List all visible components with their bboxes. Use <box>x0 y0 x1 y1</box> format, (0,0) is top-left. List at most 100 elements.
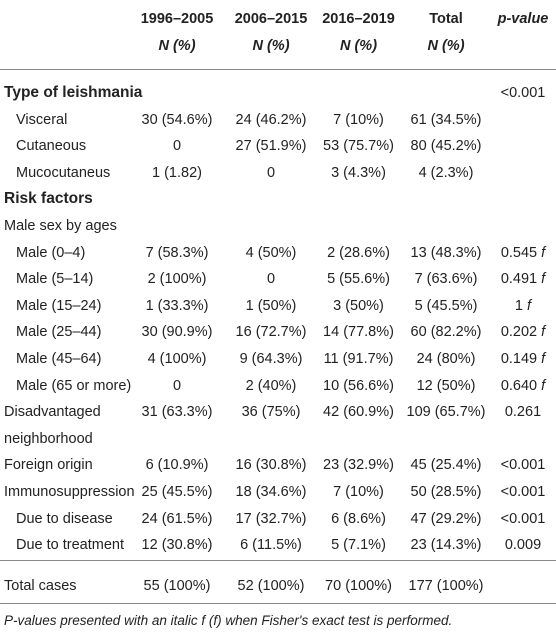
row-label: Male (65 or more) <box>16 377 132 394</box>
fisher-marker: f <box>541 244 546 261</box>
cell-4: 61 (34.5%) <box>410 111 482 128</box>
fisher-marker: f <box>541 324 546 341</box>
table-row: Visceral 30 (54.6%) 24 (46.2%) 7 (10%) 61 (3… <box>0 107 556 133</box>
row-label: Disadvantaged <box>4 404 101 421</box>
cell-2: 0 <box>266 164 276 181</box>
table-row: Due to disease 24 (61.5%) 17 (32.7%) 6 (8.6… <box>0 506 556 532</box>
row-label: Male (45–64) <box>16 351 102 367</box>
cell-4: 23 (14.3%) <box>410 537 482 554</box>
cell-3: 2 (28.6%) <box>327 244 390 261</box>
table-row: Male (45–64) 4 (100%) 9 (64.3%) 11 (91.7%) 2… <box>0 346 556 372</box>
header-unit-4: N (%) <box>427 38 465 54</box>
cell-2: 2 (40%) <box>245 377 297 394</box>
cell-4: 7 (63.6%) <box>414 271 478 288</box>
row-label: Male (15–24) <box>16 297 102 314</box>
row-label: Male (25–44) <box>16 324 102 341</box>
p-value-cell: <0.001 <box>490 479 556 505</box>
total-divider <box>0 560 556 561</box>
section-label: Type of leishmania <box>4 84 143 101</box>
row-label: Visceral <box>16 111 68 128</box>
row-label: Cutaneous <box>16 138 87 155</box>
cell-3: 3 (50%) <box>333 297 384 314</box>
p-value-cell: <0.001 <box>490 506 556 532</box>
total-cell-4: 177 (100%) <box>408 578 484 594</box>
cell-1: 7 (58.3%) <box>145 244 209 261</box>
table-row: Foreign origin 6 (10.9%) 16 (30.8%) 23 (32.… <box>0 452 556 478</box>
cell-3: 42 (60.9%) <box>323 404 394 421</box>
total-label: Total cases <box>4 578 77 594</box>
fisher-marker: f <box>541 271 546 288</box>
cell-2: 36 (75%) <box>241 404 301 421</box>
row-label: Foreign origin <box>4 457 93 474</box>
table-row: Male (5–14) 2 (100%) 0 5 (55.6%) 7 (63.6%) 0.… <box>0 266 556 292</box>
cell-3: 5 (55.6%) <box>327 271 390 288</box>
cell-2: 24 (46.2%) <box>235 111 307 128</box>
table-row: Disadvantaged 31 (63.3%) 36 (75%) 42 (60.9%… <box>0 399 556 425</box>
p-value: <0.001 <box>500 457 546 474</box>
cell-2: 27 (51.9%) <box>235 138 307 155</box>
cell-1: 0 <box>172 138 182 155</box>
table-row: neighborhood <box>0 426 556 452</box>
p-value: 1 <box>514 297 523 314</box>
cell-3: 14 (77.8%) <box>323 324 394 341</box>
cell-1: 24 (61.5%) <box>141 510 213 527</box>
cell-1: 1 (33.3%) <box>145 297 209 314</box>
p-value-cell: <0.001 <box>490 80 556 106</box>
p-value: 0.149 <box>500 351 538 367</box>
cell-3: 6 (8.6%) <box>331 510 386 527</box>
cell-1: 4 (100%) <box>147 351 207 367</box>
section-label: Risk factors <box>4 190 93 208</box>
p-value: 0.009 <box>504 537 542 554</box>
header-divider <box>0 69 556 70</box>
p-value: 0.545 <box>500 244 538 261</box>
header-unit-3: N (%) <box>339 38 378 54</box>
row-label: Due to treatment <box>16 537 124 554</box>
cell-2: 16 (30.8%) <box>235 457 307 474</box>
p-value-cell: 0.202 f <box>490 319 556 345</box>
cell-1: 6 (10.9%) <box>145 457 209 474</box>
cell-4: 80 (45.2%) <box>410 138 482 155</box>
cell-1: 2 (100%) <box>147 271 207 288</box>
table-row: Due to treatment 12 (30.8%) 6 (11.5%) 5 (7.… <box>0 532 556 558</box>
p-value: 0.491 <box>500 271 538 288</box>
table-row: Cutaneous 0 27 (51.9%) 53 (75.7%) 80 (45.2%) <box>0 133 556 159</box>
p-value: 0.261 <box>504 404 542 421</box>
header-period-1: 1996–2005 <box>140 11 214 27</box>
header-period-3: 2016–2019 <box>322 11 395 27</box>
cell-2: 4 (50%) <box>245 244 297 261</box>
cell-1: 12 (30.8%) <box>141 537 213 554</box>
cell-4: 109 (65.7%) <box>406 404 486 421</box>
header-period-2: 2006–2015 <box>234 11 308 27</box>
p-value: <0.001 <box>500 85 546 101</box>
header-row-units: N (%) N (%) N (%) N (%) <box>0 33 556 59</box>
cell-4: 60 (82.2%) <box>410 324 482 341</box>
p-value-cell: 0.149 f <box>490 346 556 372</box>
header-p-value: p-value <box>497 11 549 27</box>
cell-2: 17 (32.7%) <box>235 510 307 527</box>
table-row: Male (65 or more) 0 2 (40%) 10 (56.6%) 12 (5… <box>0 373 556 399</box>
cell-1: 25 (45.5%) <box>141 484 213 500</box>
table-row: Risk factors <box>0 186 556 212</box>
p-value-cell: 0.491 f <box>490 266 556 292</box>
row-label: Due to disease <box>16 510 113 527</box>
row-label: Male sex by ages <box>4 218 117 234</box>
row-label: neighborhood <box>4 430 93 447</box>
table-row: Male sex by ages <box>0 213 556 239</box>
fisher-marker: f <box>527 297 532 314</box>
table-row: Male (15–24) 1 (33.3%) 1 (50%) 3 (50%) 5 (45… <box>0 293 556 319</box>
cell-4: 24 (80%) <box>416 351 476 367</box>
cell-4: 50 (28.5%) <box>410 484 482 500</box>
row-label: Male (5–14) <box>16 271 94 288</box>
total-cell-2: 52 (100%) <box>237 578 305 594</box>
fisher-marker: f <box>541 377 546 394</box>
total-cell-3: 70 (100%) <box>325 578 392 594</box>
table-row: Immunosuppression 25 (45.5%) 18 (34.6%) 7 (… <box>0 479 556 505</box>
p-value: 0.202 <box>500 324 538 341</box>
p-value-cell: <0.001 <box>490 452 556 478</box>
row-label: Immunosuppression <box>4 484 135 500</box>
cell-3: 10 (56.6%) <box>323 377 394 394</box>
cell-2: 6 (11.5%) <box>240 537 302 554</box>
cell-3: 7 (10%) <box>333 111 384 128</box>
table-row: Type of leishmania <0.001 <box>0 80 556 106</box>
cell-4: 12 (50%) <box>416 377 476 394</box>
